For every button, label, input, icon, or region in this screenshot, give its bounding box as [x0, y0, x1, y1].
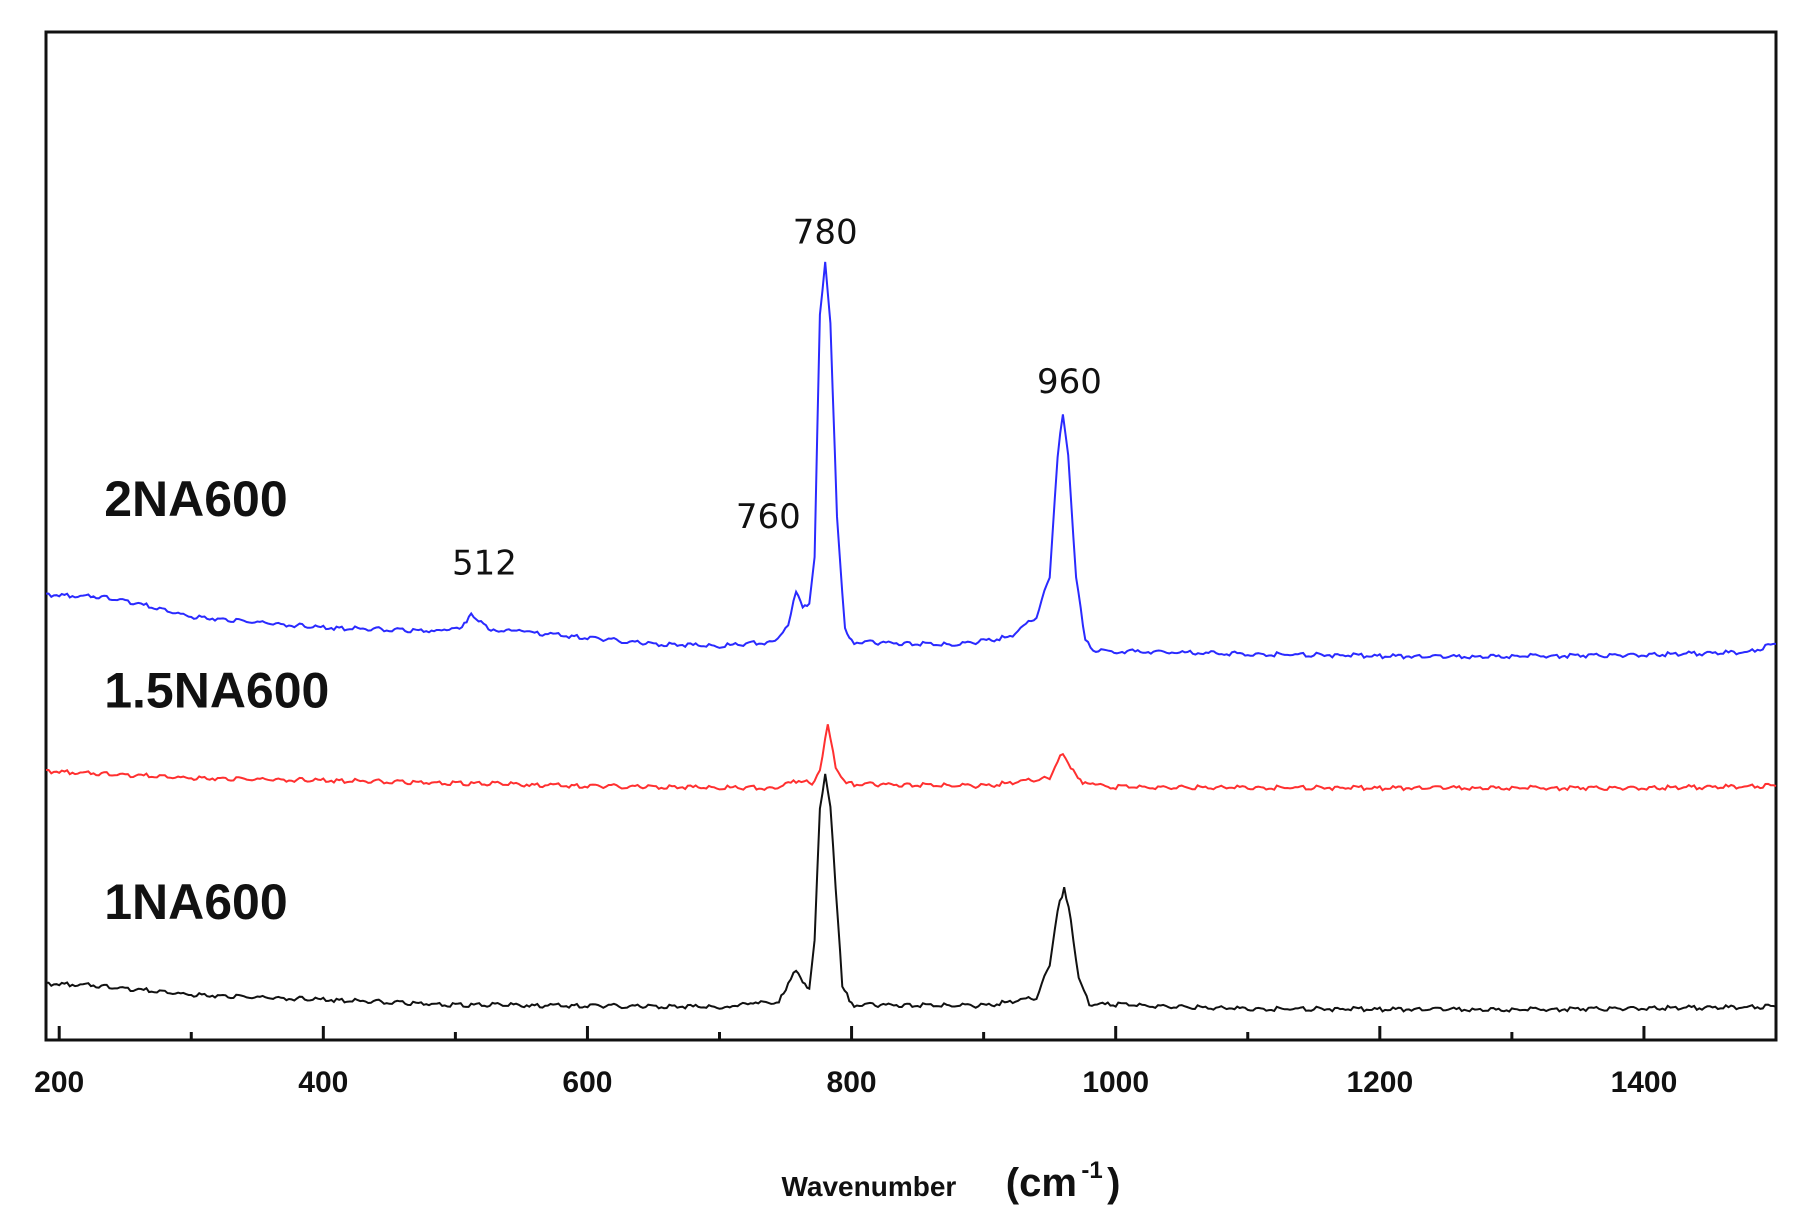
x-axis-tick-labels: 200 400 600 800 1000 1200 1400 — [34, 1066, 1677, 1099]
x-tick-label: 400 — [298, 1066, 348, 1099]
plot-frame — [44, 30, 1778, 1042]
series-line-2na600 — [46, 261, 1776, 660]
x-axis-unit-superscript: -1 — [1081, 1157, 1102, 1184]
x-axis-label: Wavenumber (cm -1 ) — [782, 1157, 1121, 1205]
spectra — [46, 261, 1777, 1013]
x-axis-unit-close: ) — [1107, 1161, 1120, 1205]
peak-label: 512 — [452, 543, 517, 583]
x-tick-label: 200 — [34, 1066, 84, 1099]
x-axis-unit-open: (cm — [1006, 1161, 1077, 1205]
x-tick-label: 800 — [827, 1066, 877, 1099]
series-label: 2NA600 — [104, 471, 287, 527]
x-tick-label: 1200 — [1346, 1066, 1413, 1099]
x-axis-ticks — [57, 1026, 1646, 1040]
series-label: 1NA600 — [104, 874, 287, 930]
x-axis-label-text: Wavenumber — [782, 1171, 957, 1202]
x-tick-label: 1000 — [1082, 1066, 1149, 1099]
peak-label: 960 — [1037, 362, 1102, 402]
series-line-1-5na600 — [46, 724, 1777, 792]
series-label: 1.5NA600 — [104, 662, 329, 718]
x-tick-label: 1400 — [1611, 1066, 1678, 1099]
series-labels: 2NA600 1.5NA600 1NA600 — [104, 471, 329, 930]
peak-label: 760 — [736, 497, 801, 537]
peak-annotations: 512 760 780 960 — [452, 213, 1102, 584]
x-tick-label: 600 — [562, 1066, 612, 1099]
peak-label: 780 — [793, 213, 858, 253]
series-line-1na600 — [46, 773, 1777, 1013]
